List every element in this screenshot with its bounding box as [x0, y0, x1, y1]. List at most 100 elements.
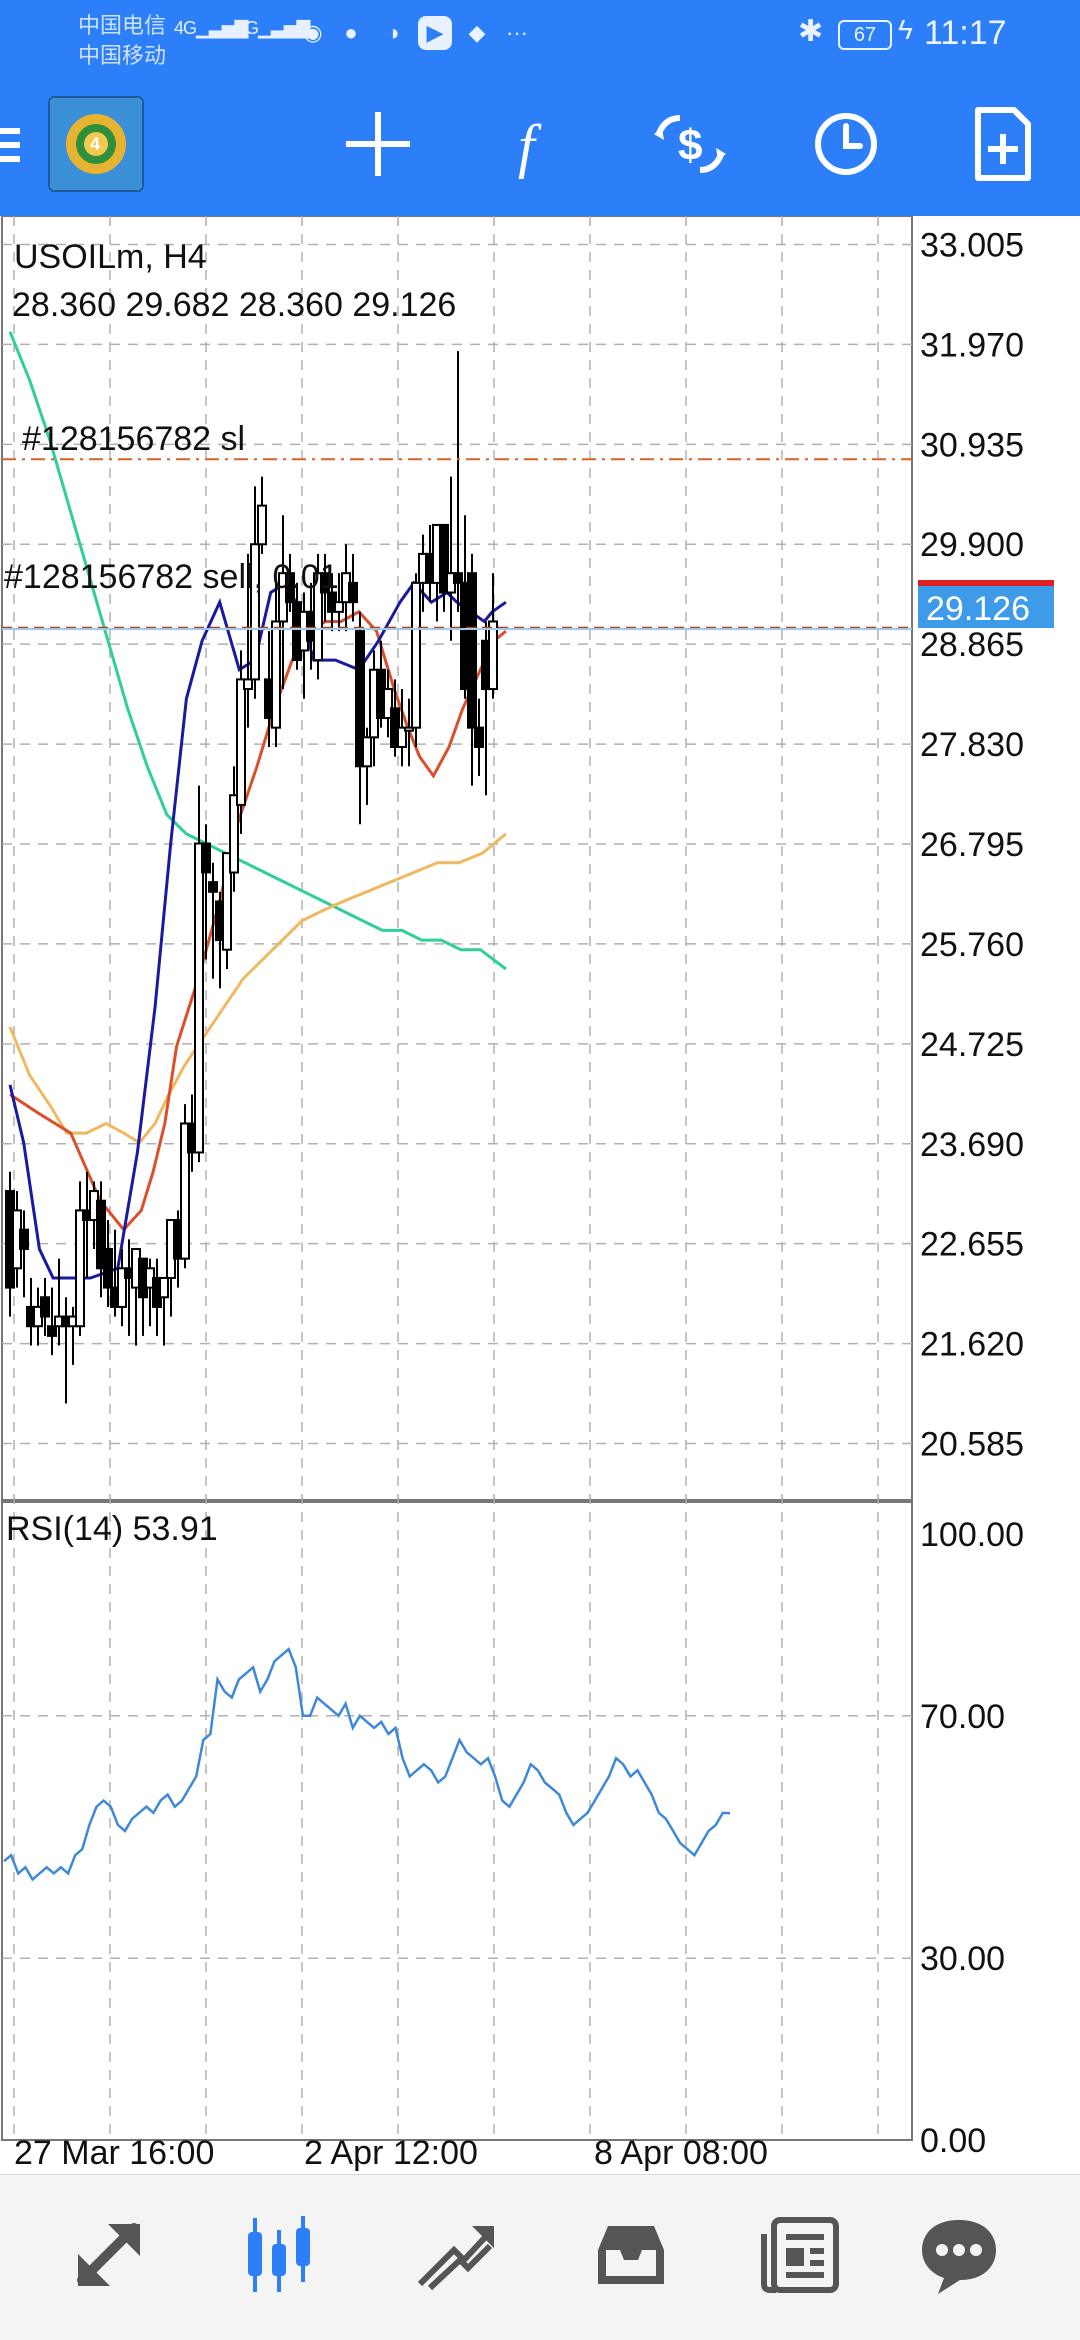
period-icon	[815, 113, 877, 175]
candle-47	[334, 573, 344, 632]
candle-5	[40, 1277, 50, 1336]
menu-button[interactable]	[0, 96, 40, 192]
candle-body-36	[257, 504, 267, 546]
candle-body-58	[411, 581, 421, 729]
candle-body-34	[243, 678, 253, 691]
crosshair-button[interactable]	[330, 96, 426, 192]
candle-32	[229, 766, 239, 892]
candle-38	[271, 582, 281, 747]
rsi-tick-2: 30.00	[920, 1940, 1005, 1978]
mt4-logo: 4	[66, 114, 126, 174]
clock: 11:17	[924, 14, 1007, 52]
chart-area[interactable]: 33.005 31.970 30.935 29.900 28.865 27.830 26.7…	[0, 216, 1080, 2174]
candle-50	[355, 611, 365, 825]
trade-button[interactable]: $	[642, 96, 738, 192]
candle-40	[285, 553, 295, 612]
candles	[5, 351, 498, 1404]
battery-icon: 67	[838, 20, 892, 50]
candle-body-16	[117, 1267, 127, 1308]
candle-58	[411, 573, 421, 747]
price-tick-6: 26.795	[920, 826, 1024, 864]
candle-body-64	[453, 572, 463, 584]
battery-level: 67	[853, 24, 877, 46]
app-notification-icon: ◑	[386, 20, 400, 45]
candle-8	[61, 1297, 71, 1404]
candle-body-62	[439, 523, 449, 594]
candle-10	[75, 1181, 85, 1336]
toolbar: 4 f $	[0, 72, 1080, 216]
mt4-logo-button[interactable]: 4	[48, 96, 144, 192]
history-icon	[598, 2226, 664, 2284]
app-header: 中国电信 中国移动 4G▁▃▅▇ 4G▁▃▅▇ ◉ ● ◑ ▶ ◆ ··· ✱ …	[0, 0, 1080, 216]
price-tick-5: 27.830	[920, 726, 1024, 764]
price-tick-12: 20.585	[920, 1426, 1024, 1464]
time-label-2: 2 Apr 12:00	[304, 2134, 478, 2172]
candle-body-33	[236, 678, 246, 806]
time-label-1: 27 Mar 16:00	[14, 2134, 214, 2172]
more-notifications-icon: ···	[506, 20, 528, 45]
price-tick-7: 25.760	[920, 926, 1024, 964]
price-axis: 33.005 31.970 30.935 29.900 28.865 27.830 26.7…	[920, 226, 1024, 2160]
nav-quotes[interactable]	[44, 2195, 174, 2315]
candle-body-25	[180, 1122, 190, 1260]
current-price-label: 29.126	[926, 590, 1030, 628]
nav-news[interactable]	[736, 2195, 866, 2315]
grid	[1, 216, 913, 2141]
candle-body-22	[159, 1276, 169, 1299]
candle-body-5	[40, 1296, 50, 1318]
candle-57	[404, 698, 414, 767]
rsi-tick-1: 70.00	[920, 1698, 1005, 1736]
period-button[interactable]	[798, 96, 894, 192]
candle-body-2	[19, 1228, 29, 1250]
rsi-tick-0: 100.00	[920, 1516, 1024, 1554]
menu-icon	[0, 128, 20, 162]
price-tick-8: 24.725	[920, 1026, 1024, 1064]
candle-2	[19, 1210, 29, 1298]
price-tick-0: 33.005	[920, 226, 1024, 264]
nav-messages[interactable]	[894, 2195, 1024, 2315]
indicators-button[interactable]: f	[486, 96, 582, 192]
ma-fast-line	[8, 580, 507, 1280]
candle-67	[474, 698, 484, 776]
crosshair-icon	[346, 112, 410, 176]
candle-body-69	[488, 620, 498, 691]
new-order-button[interactable]	[954, 96, 1050, 192]
trade-nav-icon	[417, 2226, 494, 2291]
candle-body-40	[285, 572, 295, 604]
candle-62	[439, 523, 449, 612]
candle-27	[194, 785, 204, 1163]
candle-54	[383, 669, 393, 738]
rsi-line	[3, 1647, 731, 1882]
price-tick-1: 31.970	[920, 326, 1024, 364]
order-lines	[2, 458, 1054, 630]
candle-6	[47, 1287, 57, 1356]
carrier-1-label: 中国电信	[78, 13, 167, 38]
candle-49	[348, 553, 358, 622]
candle-body-56	[397, 726, 407, 748]
candle-29	[208, 862, 218, 979]
candle-body-66	[467, 572, 477, 729]
video-app-icon: ▶	[418, 16, 452, 50]
candle-body-35	[250, 543, 260, 681]
indicators-icon: f	[518, 113, 542, 179]
svg-text:$: $	[678, 121, 702, 170]
candle-64	[453, 351, 463, 612]
svg-text:4: 4	[90, 134, 100, 154]
candle-body-51	[362, 736, 372, 768]
candle-body-13	[96, 1199, 106, 1270]
candle-body-10	[75, 1209, 85, 1328]
order-label: #128156782 sell, 0.01	[4, 558, 339, 596]
chart-canvas[interactable]: 33.005 31.970 30.935 29.900 28.865 27.830 26.7…	[0, 216, 1080, 2174]
nav-trade[interactable]	[390, 2195, 520, 2315]
candle-body-57	[404, 726, 414, 732]
candle-body-28	[201, 842, 211, 874]
nav-history[interactable]	[566, 2195, 696, 2315]
price-tick-3: 29.900	[920, 526, 1024, 564]
wechat-icon: ●	[344, 20, 358, 45]
nav-chart[interactable]	[214, 2195, 344, 2315]
candle-body-38	[271, 620, 281, 729]
candle-69	[488, 573, 498, 699]
candle-body-29	[208, 881, 218, 893]
price-tick-10: 22.655	[920, 1226, 1024, 1264]
candle-body-14	[103, 1247, 113, 1289]
